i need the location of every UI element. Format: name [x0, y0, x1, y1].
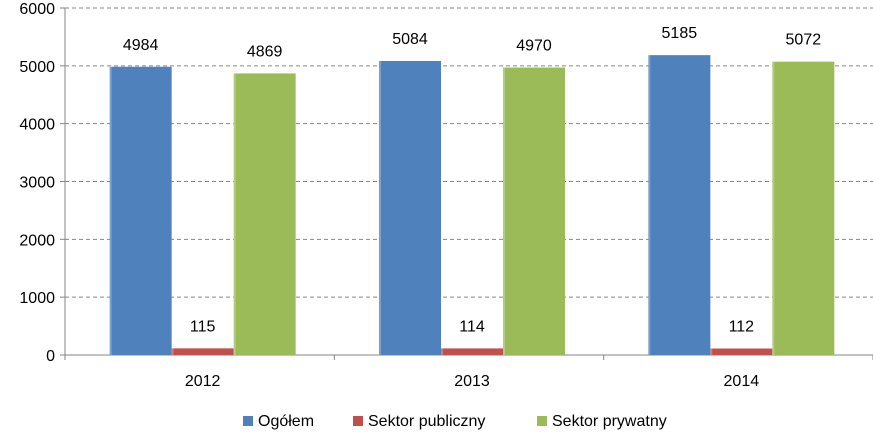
bar-highlight: [772, 61, 775, 355]
data-label-2014-series-1: 112: [729, 319, 755, 336]
y-tick-label: 0: [46, 348, 55, 365]
bar-2012-series-2: [233, 73, 296, 356]
bar-2012-series-0: [109, 66, 172, 355]
data-label-2012-series-2: 4869: [247, 43, 283, 60]
bar-2013-series-2: [503, 67, 565, 356]
y-tick-label: 5000: [19, 59, 55, 76]
x-tick-label: 2012: [185, 373, 221, 390]
y-tick-label: 1000: [19, 290, 55, 307]
bar-highlight: [503, 67, 505, 356]
bar-2014-series-2: [772, 61, 835, 355]
bars: [109, 55, 835, 356]
legend-swatch: [537, 416, 547, 426]
bar-2014-series-1: [710, 348, 773, 355]
bar-2013-series-0: [379, 60, 441, 355]
legend-swatch: [243, 416, 253, 426]
data-label-2013-series-2: 4970: [516, 38, 552, 55]
data-label-2012-series-1: 115: [190, 318, 216, 335]
y-tick-label: 6000: [19, 1, 55, 18]
y-tick-label: 2000: [19, 232, 55, 249]
legend-label: Sektor publiczny: [368, 413, 485, 430]
legend-label: Sektor prywatny: [552, 413, 667, 430]
bar-highlight: [233, 73, 236, 356]
bar-2013-series-1: [441, 348, 503, 355]
bar-2014-series-0: [648, 55, 711, 356]
legend-label: Ogółem: [258, 413, 314, 430]
data-label-2013-series-0: 5084: [392, 31, 428, 48]
data-label-2014-series-0: 5185: [662, 25, 698, 42]
bar-highlight: [710, 348, 713, 355]
legend-item-2: Sektor prywatny: [537, 413, 667, 430]
bar-highlight: [109, 66, 112, 355]
legend-swatch: [353, 416, 363, 426]
data-label-2013-series-1: 114: [459, 318, 485, 335]
bar-highlight: [171, 348, 174, 355]
y-tick-label: 3000: [19, 175, 55, 192]
bar-highlight: [441, 348, 443, 355]
data-label-2012-series-0: 4984: [123, 37, 159, 54]
x-tick-label: 2013: [454, 373, 490, 390]
legend: Ogółem Sektor publiczny Sektor prywatny: [243, 413, 667, 430]
bar-highlight: [379, 60, 381, 355]
x-tick-label: 2014: [724, 373, 760, 390]
bar-highlight: [648, 55, 651, 356]
legend-item-0: Ogółem: [243, 413, 314, 430]
data-labels: 4984 115 4869 5084 114 4970 5185 112 5072: [123, 25, 821, 335]
bar-2012-series-1: [171, 348, 234, 355]
data-label-2014-series-2: 5072: [786, 32, 822, 49]
gridlines: [65, 7, 873, 298]
legend-item-1: Sektor publiczny: [353, 413, 485, 430]
y-tick-label: 4000: [19, 117, 55, 134]
